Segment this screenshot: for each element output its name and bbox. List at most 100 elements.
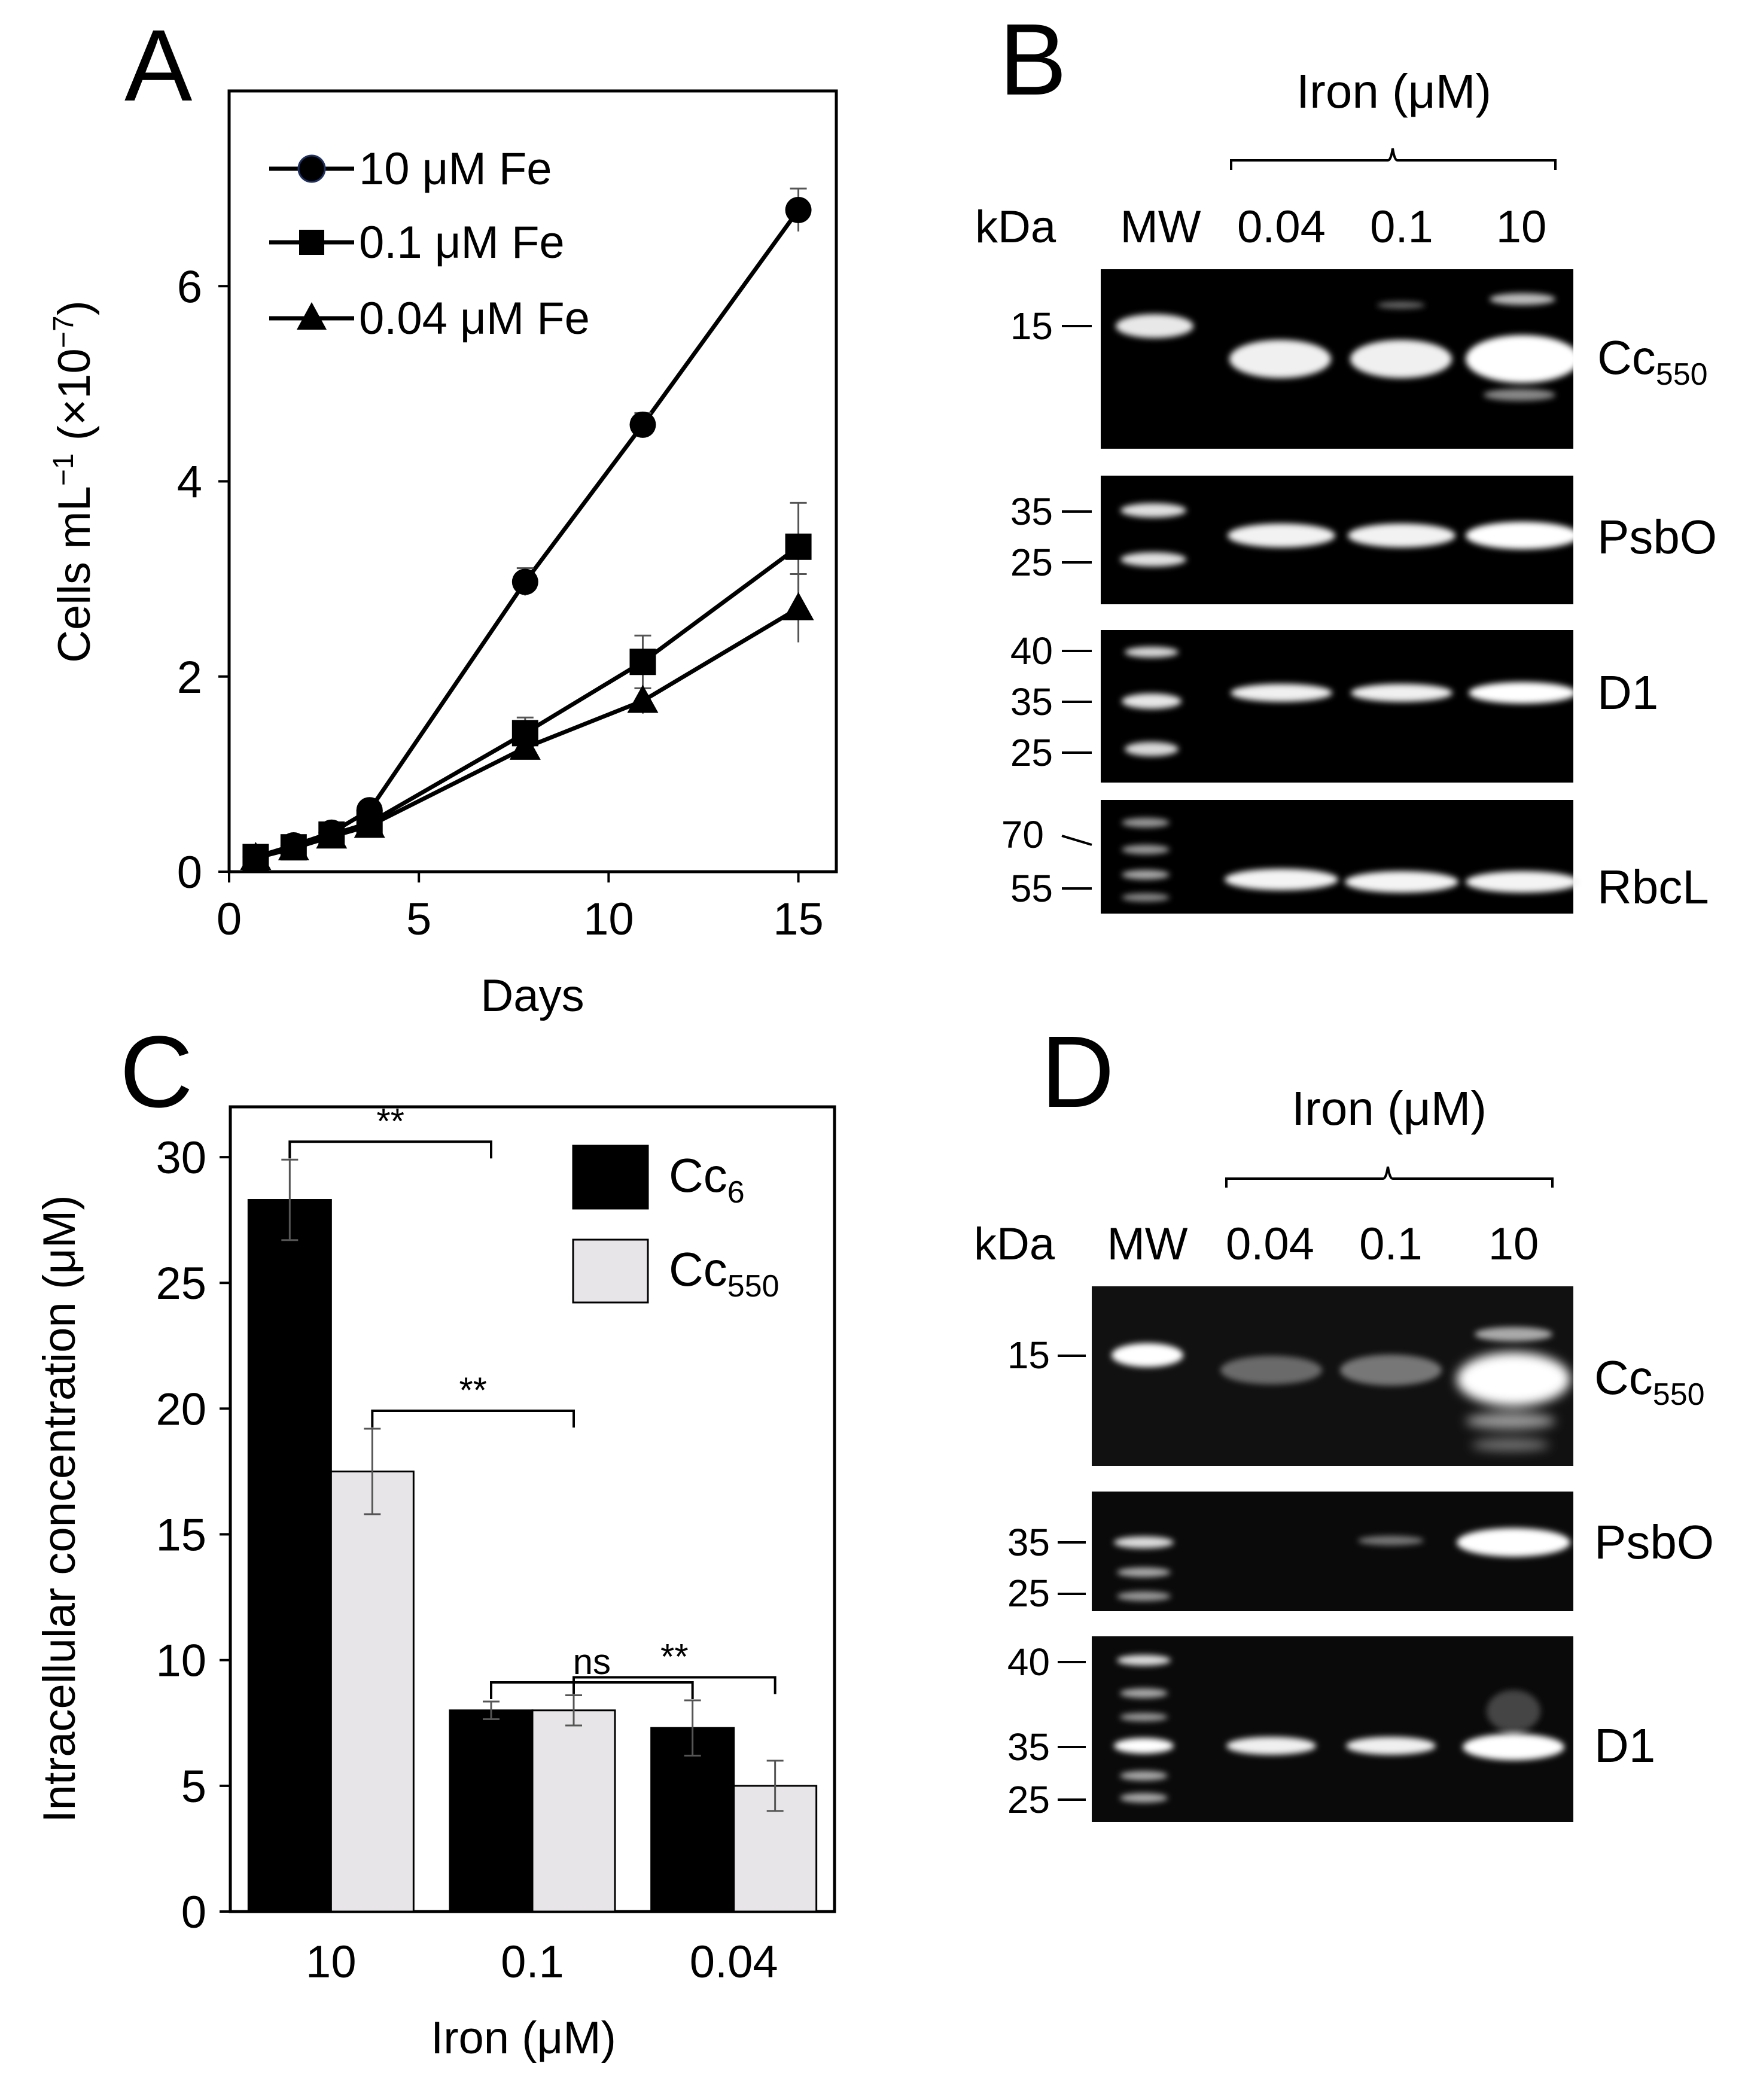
a-x-tick-label: 15 — [773, 894, 824, 945]
panel-c-axes: 0 5 10 15 20 25 30 10 0.1 0.04 — [156, 1133, 778, 1988]
c-y-tick-label: 30 — [156, 1133, 206, 1183]
panel-b-lane-mw: MW — [1120, 202, 1201, 252]
blot-d3-marker-40: 40 — [1007, 1641, 1050, 1684]
panel-a-y-label-sup: −1 — [48, 454, 80, 486]
panel-a-y-label-mult: (×10 — [49, 348, 100, 440]
blot-b4-marker-55: 55 — [1010, 867, 1053, 910]
panel-b-lane-0-1: 0.1 — [1370, 202, 1433, 252]
c-x-tick-label: 0.1 — [501, 1937, 564, 1988]
panel-a-markers — [240, 197, 814, 871]
c-significance-bracket — [490, 1681, 694, 1699]
blot-b3-label: D1 — [1597, 666, 1658, 719]
blot-d2-label: PsbO — [1594, 1515, 1714, 1569]
panel-c-bars — [247, 1199, 818, 1913]
a-point-square — [629, 649, 656, 675]
panel-d-blot-cc550: 15 Cc550 — [1007, 1286, 1705, 1466]
c-bar-cc6-1 — [449, 1709, 534, 1913]
panel-c: C 0 5 10 15 20 25 30 10 0.1 0.04 ** ** ns ** Iron (μ… — [34, 1015, 836, 2064]
legend-label-0-1-fe: 0.1 μM Fe — [359, 217, 565, 268]
panel-b-letter: B — [999, 3, 1067, 117]
panel-c-significance: ** ** ns ** — [288, 1101, 776, 1699]
panel-c-x-axis-label: Iron (μM) — [431, 2013, 616, 2064]
panel-a: A 0 5 10 15 0 2 4 6 Days Cells mL−1 (×10−7) 10 … — [48, 9, 838, 1021]
panel-d-blot-d1: 40 35 25 D1 — [1007, 1636, 1655, 1822]
panel-d: D Iron (μM) kDa MW 0.04 0.1 10 15 Cc550 — [974, 1015, 1714, 1822]
a-point-triangle — [782, 592, 814, 620]
legend-circle-marker — [297, 154, 326, 183]
a-point-triangle — [240, 842, 272, 871]
panel-a-y-label-main: Cells mL — [49, 486, 100, 663]
blot-b1-label: Cc550 — [1597, 331, 1708, 392]
c-x-tick-label: 0.04 — [690, 1937, 778, 1988]
a-point-circle — [629, 411, 656, 438]
blot-d2-marker-35: 35 — [1007, 1521, 1050, 1564]
a-y-tick-label: 0 — [177, 847, 202, 898]
a-x-tick-label: 5 — [406, 894, 431, 945]
blot-d3-marker-35: 35 — [1007, 1725, 1050, 1769]
a-point-square — [785, 533, 812, 560]
blot-d2-marker-25: 25 — [1007, 1572, 1050, 1615]
a-point-triangle — [316, 820, 348, 849]
c-bar-cc6-2 — [650, 1727, 735, 1913]
panel-a-legend: 10 μM Fe 0.1 μM Fe 0.04 μM Fe — [269, 144, 590, 344]
legend-label-cc550: Cc550 — [669, 1243, 779, 1304]
panel-d-letter: D — [1041, 1015, 1114, 1129]
blot-b2-label: PsbO — [1597, 510, 1717, 564]
legend-label-cc6-sub: 6 — [727, 1175, 745, 1210]
panel-d-header-brace — [1225, 1166, 1554, 1188]
blot-b1-label-sub: 550 — [1656, 357, 1708, 392]
panel-b-header-brace — [1230, 148, 1557, 170]
panel-d-lane-mw: MW — [1107, 1219, 1187, 1270]
c-bar-cc550-1 — [531, 1709, 616, 1913]
a-point-triangle — [278, 832, 309, 860]
blot-d1-label: Cc550 — [1594, 1351, 1705, 1412]
panel-d-blot-psbo: 35 25 PsbO — [1007, 1492, 1714, 1615]
legend-label-10-fe: 10 μM Fe — [359, 144, 552, 194]
panel-d-iron-header: Iron (μM) — [1292, 1082, 1487, 1135]
c-y-tick-label: 15 — [156, 1510, 206, 1561]
blot-b4-marker-70: 70 — [1001, 813, 1044, 856]
c-y-tick-label: 0 — [181, 1887, 206, 1938]
c-x-tick-label: 10 — [306, 1937, 357, 1988]
a-point-circle — [511, 568, 538, 595]
a-point-circle — [785, 197, 812, 224]
c-significance-bracket — [573, 1676, 776, 1694]
panel-a-y-axis-label: Cells mL−1 (×10−7) — [48, 300, 100, 663]
panel-a-error-bars — [247, 187, 807, 862]
panel-b-blot-rbcl: 70 55 RbcL — [1001, 800, 1709, 914]
c-significance-bracket — [288, 1140, 492, 1159]
c-y-tick-label: 10 — [156, 1636, 206, 1687]
a-y-tick-label: 6 — [177, 261, 202, 312]
blot-b3-marker-40: 40 — [1010, 629, 1053, 672]
a-point-triangle — [627, 684, 659, 713]
a-point-triangle — [509, 731, 541, 760]
c-significance-bracket — [371, 1410, 575, 1428]
c-y-tick-label: 20 — [156, 1384, 206, 1435]
panel-c-letter: C — [120, 1015, 193, 1129]
panel-c-y-axis-label: Intracellular concentration (μM) — [34, 1195, 85, 1822]
panel-a-x-axis-label: Days — [480, 970, 584, 1021]
legend-swatch-cc550 — [572, 1238, 649, 1304]
blot-b3-marker-25: 25 — [1010, 731, 1053, 774]
panel-b-lane-10: 10 — [1496, 202, 1547, 252]
blot-d3-label: D1 — [1594, 1719, 1655, 1772]
panel-b-blot-d1: 40 35 25 D1 — [1010, 629, 1658, 783]
panel-d-lane-0-04: 0.04 — [1226, 1219, 1314, 1270]
blot-b3-marker-35: 35 — [1010, 680, 1053, 723]
panel-b-blot-psbo: 35 25 PsbO — [1010, 476, 1717, 604]
panel-d-lane-0-1: 0.1 — [1359, 1219, 1423, 1270]
legend-label-cc6: Cc6 — [669, 1149, 745, 1210]
blot-b1-marker-15: 15 — [1010, 305, 1053, 348]
a-x-tick-label: 0 — [217, 894, 242, 945]
a-point-triangle — [354, 809, 385, 838]
legend-swatch-cc6 — [572, 1145, 649, 1210]
panel-a-letter: A — [124, 9, 193, 123]
legend-label-cc550-sub: 550 — [727, 1269, 779, 1304]
c-y-tick-label: 5 — [181, 1761, 206, 1812]
c-y-tick-label: 25 — [156, 1258, 206, 1309]
c-significance-label: ns — [573, 1642, 611, 1682]
c-significance-label: ** — [376, 1101, 404, 1141]
a-x-tick-label: 10 — [583, 894, 634, 945]
legend-square-marker — [299, 230, 324, 255]
